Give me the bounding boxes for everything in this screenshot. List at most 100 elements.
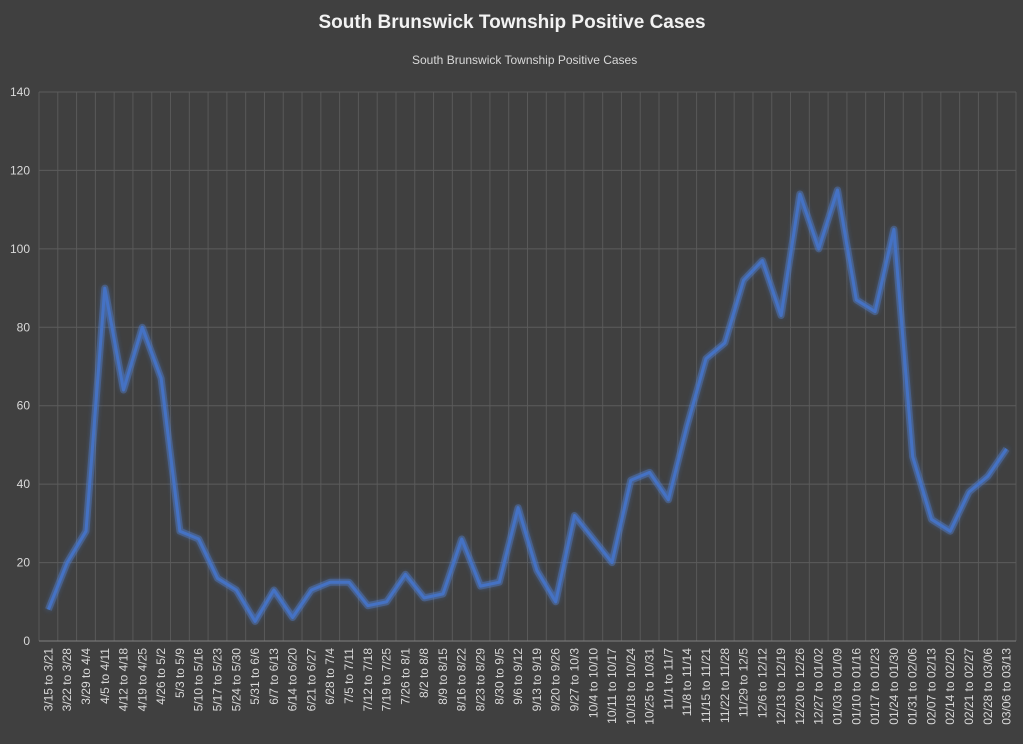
x-tick-label: 01/10 to 01/16 xyxy=(849,648,863,725)
x-tick-label: 9/13 to 9/19 xyxy=(530,648,544,712)
x-tick-label: 12/6 to 12/12 xyxy=(755,648,769,718)
x-tick-label: 01/31 to 02/06 xyxy=(906,648,920,725)
data-point xyxy=(216,577,219,580)
y-tick-label: 140 xyxy=(10,85,30,99)
data-point xyxy=(836,189,839,192)
data-point xyxy=(1005,447,1008,450)
x-tick-label: 7/12 to 7/18 xyxy=(361,648,375,712)
data-point xyxy=(385,600,388,603)
x-tick-label: 8/23 to 8/29 xyxy=(474,648,488,712)
x-tick-label: 10/25 to 10/31 xyxy=(643,648,657,725)
data-point xyxy=(84,530,87,533)
x-tick-label: 5/31 to 6/6 xyxy=(248,648,262,705)
y-tick-label: 0 xyxy=(23,634,30,648)
x-tick-label: 12/27 to 01/02 xyxy=(812,648,826,725)
data-point xyxy=(911,455,914,458)
x-tick-label: 4/26 to 5/2 xyxy=(154,648,168,705)
x-tick-label: 10/11 to 10/17 xyxy=(605,648,619,724)
data-point xyxy=(141,326,144,329)
x-tick-label: 6/14 to 6/20 xyxy=(286,648,300,712)
x-tick-label: 9/6 to 9/12 xyxy=(511,648,525,705)
x-tick-label: 10/18 to 10/24 xyxy=(624,648,638,725)
y-tick-label: 40 xyxy=(17,477,31,491)
y-tick-label: 100 xyxy=(10,242,30,256)
data-point xyxy=(780,314,783,317)
x-tick-label: 5/24 to 5/30 xyxy=(229,648,243,712)
data-point xyxy=(817,247,820,250)
x-tick-label: 11/8 to 11/14 xyxy=(680,648,694,717)
y-tick-label: 120 xyxy=(10,163,30,177)
data-point xyxy=(291,616,294,619)
data-point xyxy=(573,514,576,517)
x-tick-label: 11/1 to 11/7 xyxy=(661,648,675,710)
x-tick-label: 10/4 to 10/10 xyxy=(586,648,600,718)
data-point xyxy=(272,589,275,592)
legend-label: South Brunswick Township Positive Cases xyxy=(412,53,637,67)
data-point xyxy=(348,581,351,584)
data-point xyxy=(366,604,369,607)
legend: South Brunswick Township Positive Cases xyxy=(378,53,637,67)
data-point xyxy=(197,538,200,541)
x-tick-label: 4/12 to 4/18 xyxy=(117,648,131,712)
x-tick-label: 02/28 to 03/06 xyxy=(981,648,995,725)
data-point xyxy=(704,357,707,360)
x-tick-label: 7/19 to 7/25 xyxy=(380,648,394,712)
y-tick-label: 80 xyxy=(17,320,31,334)
x-tick-label: 4/19 to 4/25 xyxy=(135,648,149,712)
series-line xyxy=(47,188,1008,623)
x-tick-label: 9/20 to 9/26 xyxy=(549,648,563,712)
data-point xyxy=(160,377,163,380)
data-point xyxy=(404,573,407,576)
x-tick-label: 6/28 to 7/4 xyxy=(323,648,337,705)
x-tick-label: 9/27 to 10/3 xyxy=(567,648,581,712)
data-point xyxy=(554,600,557,603)
data-point xyxy=(423,596,426,599)
data-point xyxy=(629,479,632,482)
data-point xyxy=(855,298,858,301)
data-point xyxy=(178,530,181,533)
x-tick-label: 8/9 to 8/15 xyxy=(436,648,450,705)
data-point xyxy=(798,192,801,195)
x-tick-label: 8/30 to 9/5 xyxy=(492,648,506,705)
data-point xyxy=(535,569,538,572)
data-point xyxy=(648,471,651,474)
x-tick-label: 7/26 to 8/1 xyxy=(398,648,412,705)
data-point xyxy=(892,228,895,231)
data-point xyxy=(611,561,614,564)
x-tick-label: 4/5 to 4/11 xyxy=(98,648,112,704)
series-layer xyxy=(45,186,1010,625)
data-point xyxy=(517,506,520,509)
data-point xyxy=(930,518,933,521)
x-tick-label: 02/21 to 02/27 xyxy=(962,648,976,725)
x-tick-label: 11/22 to 11/28 xyxy=(718,648,732,723)
x-tick-label: 5/10 to 5/16 xyxy=(192,648,206,712)
x-tick-label: 3/15 to 3/21 xyxy=(41,648,55,712)
x-tick-label: 12/13 to 12/19 xyxy=(774,648,788,725)
x-tick-label: 01/24 to 01/30 xyxy=(887,648,901,725)
x-tick-label: 8/2 to 8/8 xyxy=(417,648,431,698)
data-point xyxy=(723,341,726,344)
x-tick-label: 6/7 to 6/13 xyxy=(267,648,281,705)
data-point xyxy=(235,589,238,592)
x-tick-label: 5/17 to 5/23 xyxy=(210,648,224,712)
chart-title: South Brunswick Township Positive Cases xyxy=(318,12,705,33)
x-tick-label: 11/29 to 12/5 xyxy=(737,648,751,717)
x-axis-ticks: 3/15 to 3/21 3/22 to 3/28 3/29 to 4/4 4/5 t… xyxy=(41,648,1013,725)
data-point xyxy=(874,310,877,313)
x-tick-label: 6/21 to 6/27 xyxy=(304,648,318,712)
data-point xyxy=(122,389,125,392)
y-tick-label: 60 xyxy=(17,399,31,413)
data-point xyxy=(498,581,501,584)
x-tick-label: 3/22 to 3/28 xyxy=(60,648,74,712)
x-tick-label: 3/29 to 4/4 xyxy=(79,648,93,705)
data-point xyxy=(329,581,332,584)
x-tick-label: 8/16 to 8/22 xyxy=(455,648,469,712)
grid xyxy=(38,91,1017,642)
x-tick-label: 5/3 to 5/9 xyxy=(173,648,187,698)
data-point xyxy=(968,490,971,493)
x-tick-label: 7/5 to 7/11 xyxy=(342,648,356,704)
data-point xyxy=(667,498,670,501)
data-point xyxy=(47,608,50,611)
data-point xyxy=(460,538,463,541)
data-point xyxy=(441,592,444,595)
